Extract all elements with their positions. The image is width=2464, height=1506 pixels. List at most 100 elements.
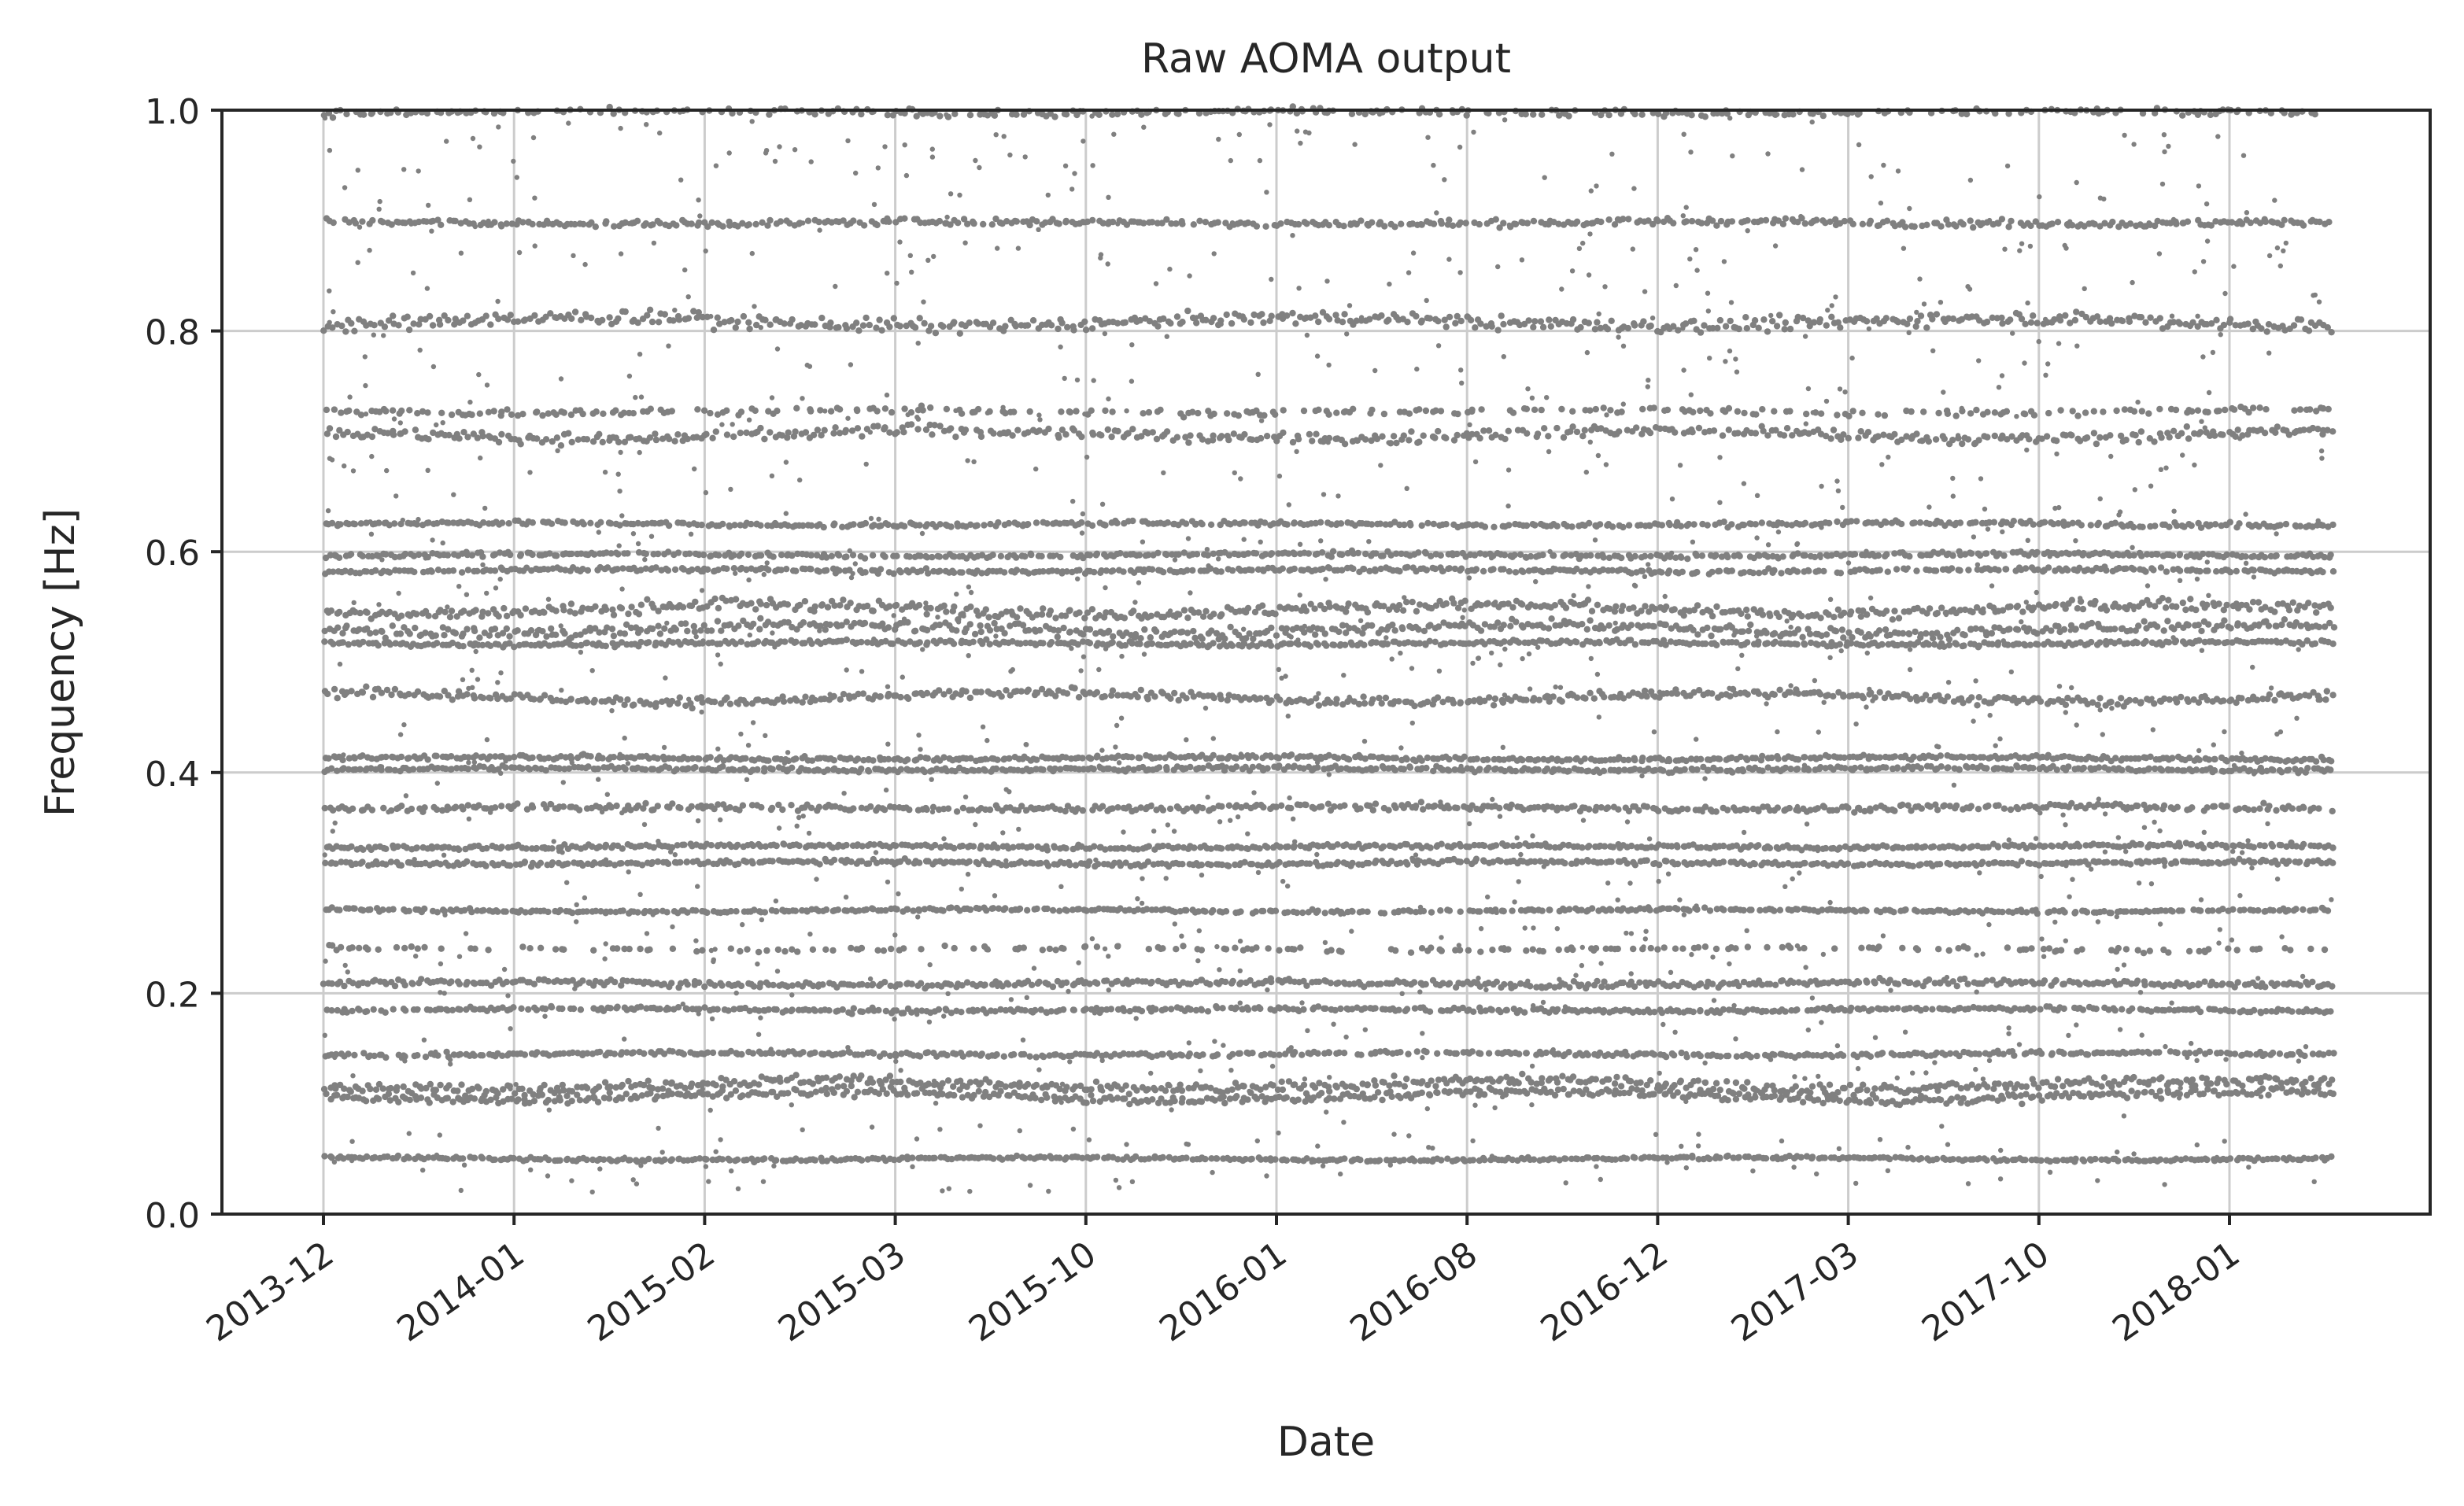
data-point <box>408 1090 415 1096</box>
data-point <box>2129 1006 2135 1012</box>
data-point <box>2292 1077 2299 1083</box>
data-point <box>1428 909 1435 915</box>
data-point <box>1300 1006 1306 1013</box>
data-point <box>1328 980 1334 986</box>
data-point <box>1091 843 1097 850</box>
data-point <box>755 949 762 955</box>
data-point <box>1930 843 1937 850</box>
data-point <box>1003 1083 1009 1090</box>
data-point <box>2225 946 2231 952</box>
data-point <box>1439 947 1445 954</box>
data-point <box>498 803 504 809</box>
data-point <box>559 1006 565 1012</box>
data-point <box>1569 947 1576 953</box>
data-point <box>1938 1097 1944 1103</box>
data-point <box>1579 844 1585 851</box>
data-point <box>916 907 922 914</box>
data-point <box>1752 861 1758 867</box>
data-point <box>363 1098 369 1104</box>
data-point <box>1736 1154 1742 1161</box>
data-point <box>454 1087 460 1094</box>
data-point <box>1890 909 1897 915</box>
data-point <box>1732 945 1738 951</box>
data-point <box>600 1157 607 1163</box>
data-point <box>1764 944 1770 950</box>
data-point <box>2061 909 2067 915</box>
data-point <box>1276 1052 1283 1058</box>
data-point <box>1036 979 1042 985</box>
data-point <box>970 945 977 951</box>
data-point <box>1886 1156 1893 1162</box>
data-point <box>1188 981 1194 987</box>
data-point <box>458 1081 464 1087</box>
data-point <box>1585 981 1591 987</box>
data-point <box>2150 1076 2156 1083</box>
data-point <box>758 804 764 810</box>
data-point <box>1473 856 1480 862</box>
data-point <box>966 858 973 865</box>
data-point <box>1707 907 1713 914</box>
data-point <box>504 979 510 985</box>
data-point <box>1656 862 1662 868</box>
data-point <box>990 1155 996 1161</box>
data-point <box>1063 980 1069 986</box>
data-point <box>453 803 459 810</box>
data-point <box>1419 1090 1425 1096</box>
data-point <box>719 1156 726 1162</box>
data-point <box>360 847 366 853</box>
data-point <box>881 979 888 985</box>
data-point <box>2231 843 2237 849</box>
data-point <box>773 1157 779 1163</box>
data-point <box>1146 1155 1152 1161</box>
data-point <box>826 1007 832 1013</box>
data-point <box>1736 1091 1742 1097</box>
data-point <box>1335 980 1341 986</box>
data-point <box>684 858 690 865</box>
data-point <box>492 1157 498 1163</box>
data-point <box>1845 861 1851 867</box>
data-point <box>1883 843 1890 850</box>
data-point <box>2145 909 2152 915</box>
data-point <box>2328 1153 2334 1160</box>
data-point <box>916 859 922 866</box>
data-point <box>2078 946 2085 952</box>
data-point <box>909 980 915 987</box>
data-point <box>590 947 597 954</box>
data-point <box>560 803 567 810</box>
data-point <box>438 946 445 952</box>
data-point <box>1559 1073 1565 1080</box>
data-point <box>2263 858 2269 864</box>
data-point <box>356 945 362 951</box>
data-point <box>1222 979 1228 985</box>
data-point <box>1016 1080 1022 1086</box>
data-point <box>708 842 715 848</box>
data-point <box>848 945 854 951</box>
data-point <box>677 859 683 866</box>
data-point <box>1868 1006 1875 1013</box>
data-point <box>641 1050 647 1057</box>
data-point <box>1469 1048 1476 1054</box>
data-point <box>2011 1005 2018 1011</box>
data-point <box>850 982 856 988</box>
data-point <box>703 1156 709 1162</box>
data-point <box>1470 1009 1476 1015</box>
data-point <box>2141 1089 2148 1095</box>
data-point <box>479 1052 486 1058</box>
data-point <box>1160 1051 1166 1058</box>
data-point <box>560 947 567 953</box>
grid-layer <box>222 110 2430 1214</box>
data-point <box>2037 1157 2044 1164</box>
data-point <box>1498 1076 1504 1082</box>
data-point <box>2084 909 2090 915</box>
data-point <box>1741 861 1747 867</box>
data-point <box>1504 1007 1510 1013</box>
data-point <box>1984 1157 1990 1164</box>
data-point <box>777 1079 783 1085</box>
data-point <box>2085 1051 2091 1058</box>
data-point <box>2052 1083 2058 1090</box>
data-point <box>1945 1006 1952 1013</box>
data-point <box>1199 1098 1205 1105</box>
data-point <box>1083 1006 1089 1012</box>
data-point <box>637 946 643 952</box>
data-point <box>1848 1005 1854 1011</box>
